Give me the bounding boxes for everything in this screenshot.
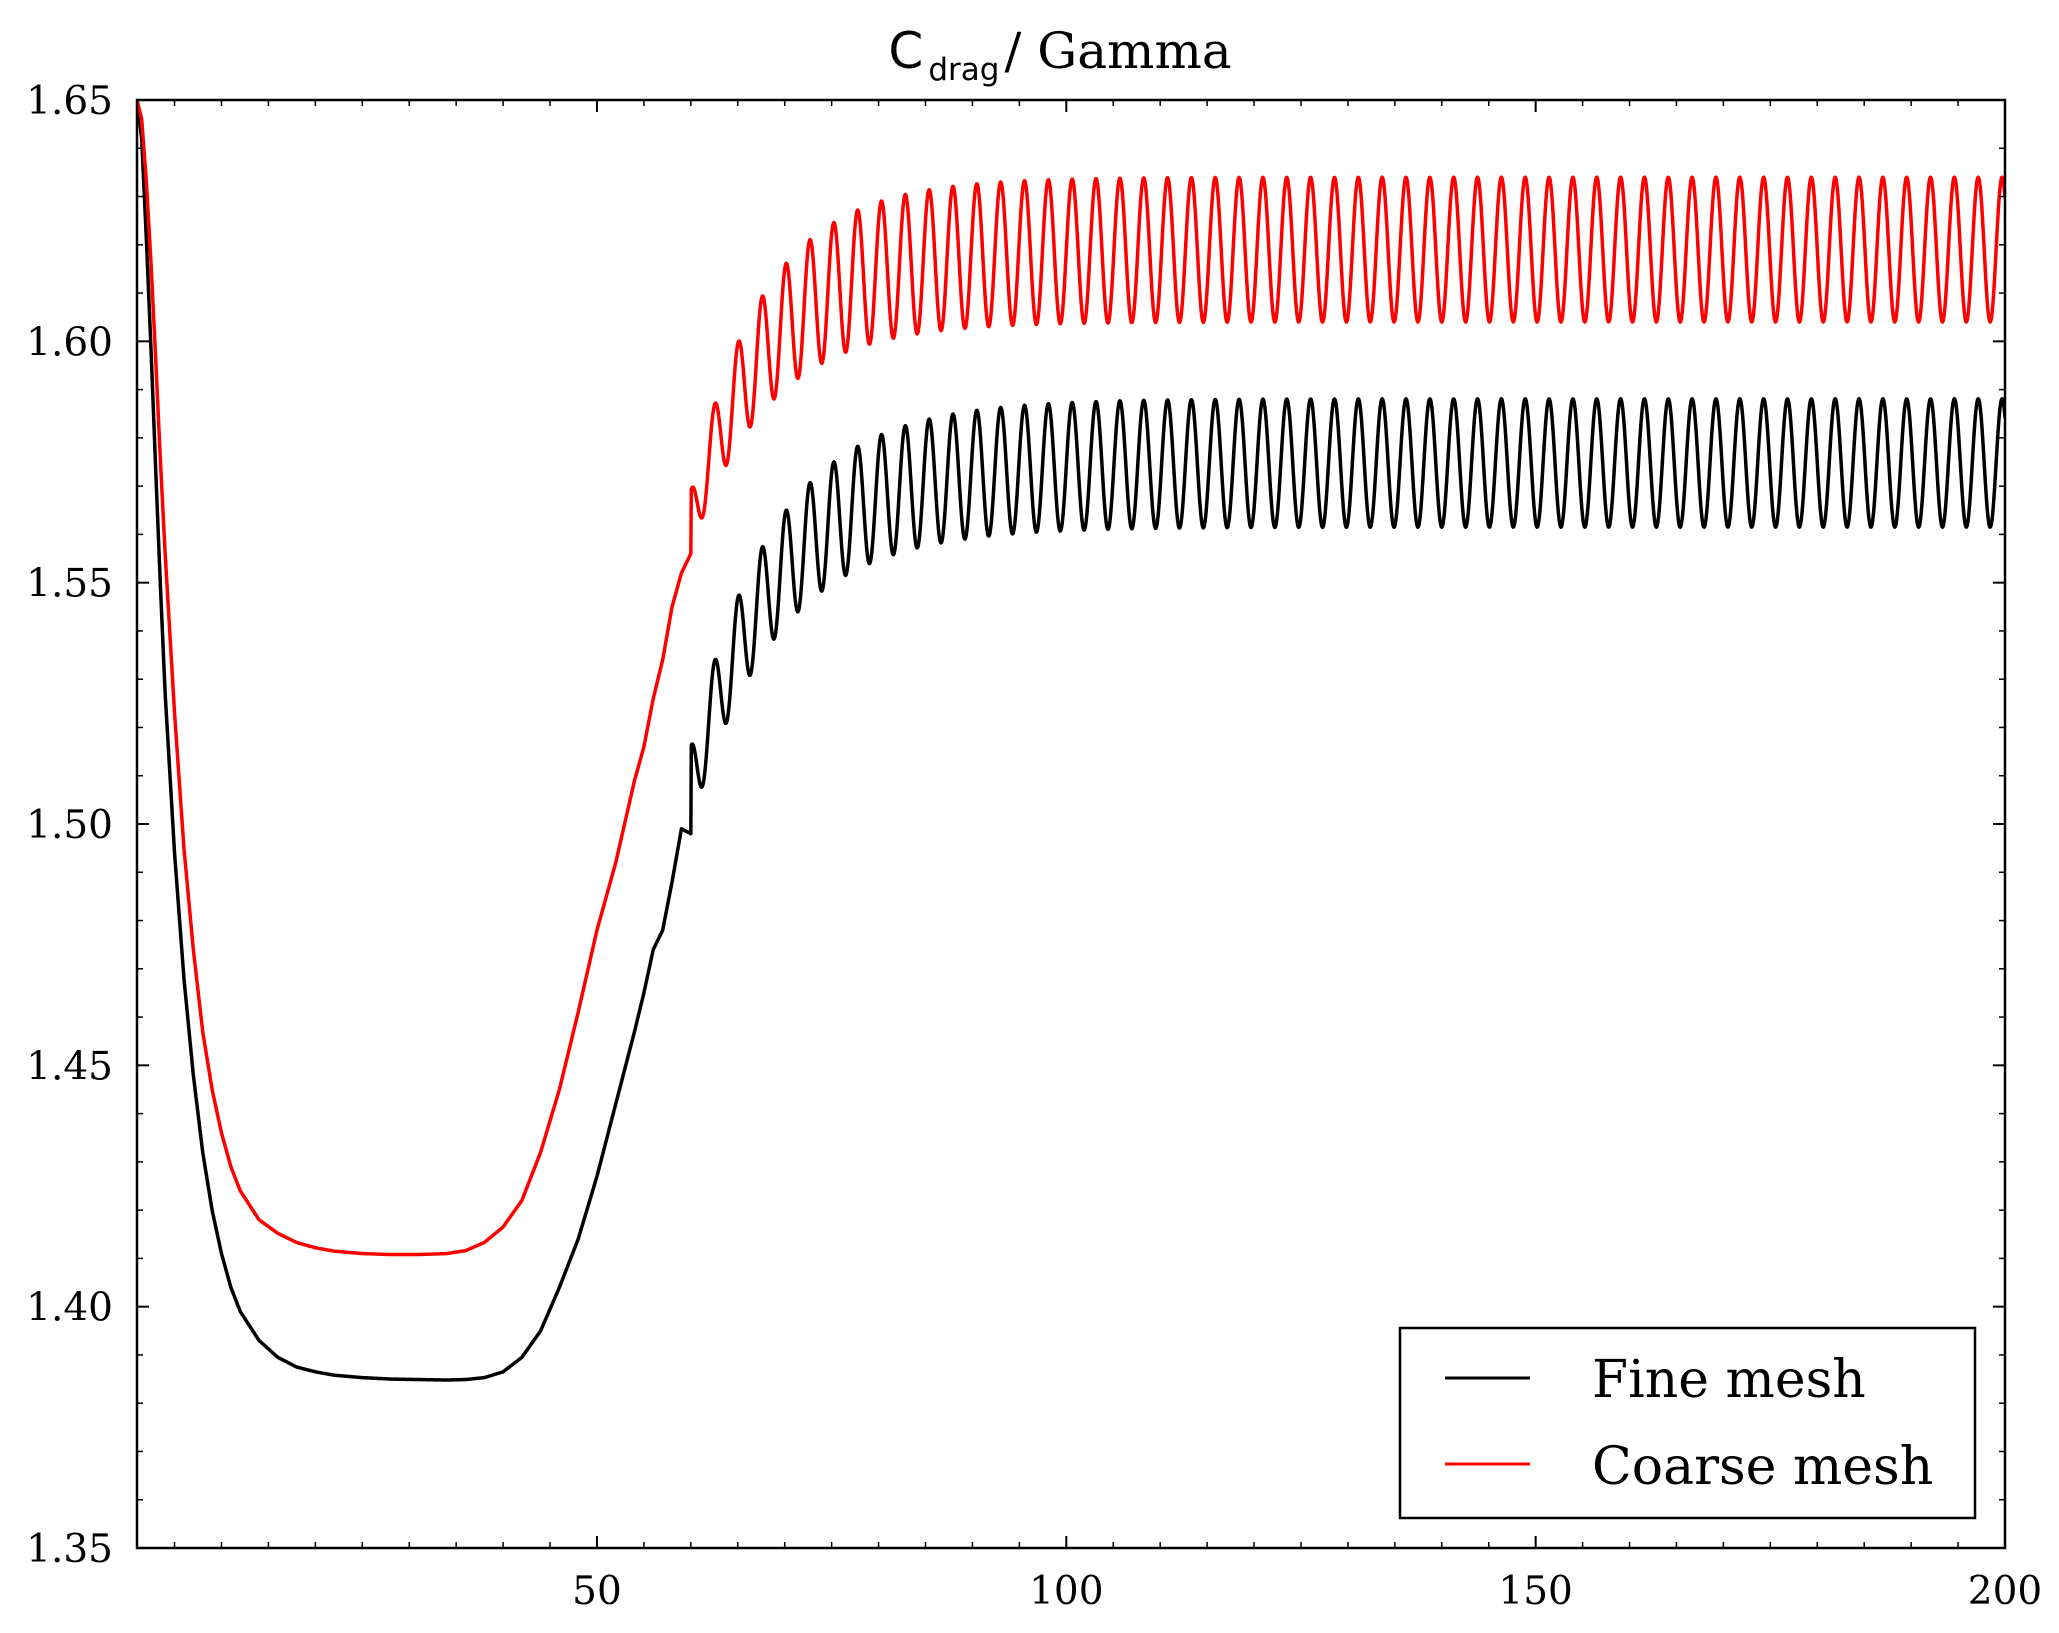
y-tick-label: 1.40 [26,1286,113,1331]
ticks-layer: 50 100 150 200 1.35 1.40 1.45 1.50 1.55 1.60 1.65 [26,79,2042,1614]
chart-title-main: C [888,22,923,80]
y-tick-label: 1.55 [26,562,113,607]
plot-frame [135,98,2007,1550]
legend-label-fine-mesh: Fine mesh [1592,1350,1866,1410]
y-tick-label: 1.45 [26,1044,113,1089]
chart-title-suffix: Gamma [1037,22,1231,80]
legend-box [1398,1326,1977,1520]
series-layer [137,100,2005,1382]
chart-title-subscript: drag [928,52,999,88]
legend-label-coarse-mesh: Coarse mesh [1592,1437,1933,1497]
y-tick-label: 1.35 [26,1527,113,1572]
x-tick-label: 150 [1498,1569,1572,1614]
chart-title-separator: / [1005,22,1038,80]
y-tick-label: 1.65 [26,79,113,124]
series-line-coarse-mesh [137,100,2005,1257]
y-tick-label: 1.60 [26,320,113,365]
series-line-fine-mesh [137,100,2005,1382]
legend: Fine mesh Coarse mesh [1398,1326,1977,1520]
x-tick-label: 100 [1029,1569,1103,1614]
y-tick-label: 1.50 [26,803,113,848]
x-tick-label: 200 [1968,1569,2042,1614]
x-tick-label: 50 [572,1569,622,1614]
chart-title: C drag / Gamma [888,22,1231,88]
